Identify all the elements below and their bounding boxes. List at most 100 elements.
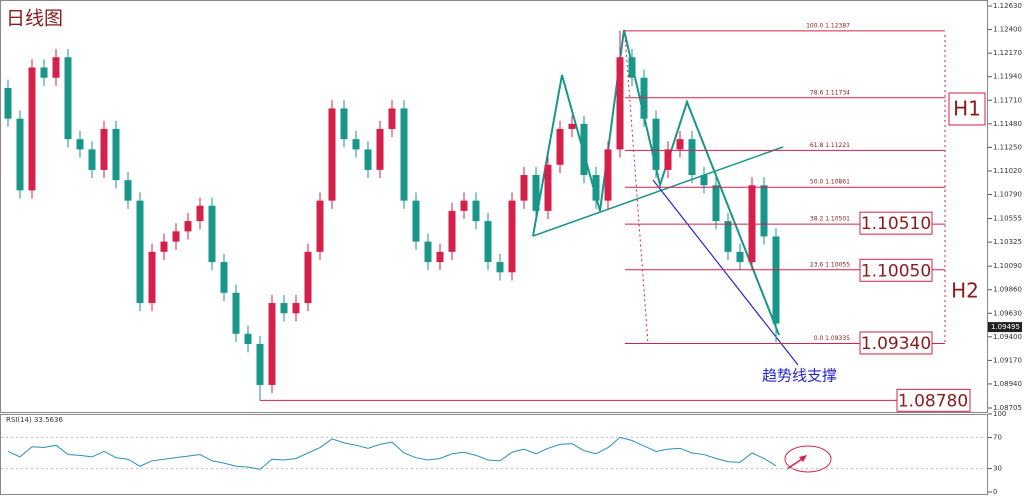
candle-body <box>580 123 588 176</box>
candle-body <box>208 205 216 263</box>
candle-body <box>100 128 108 170</box>
y-tick-label: 1.09630 <box>993 309 1022 317</box>
candle-body <box>124 180 132 201</box>
fib-label: 78.6 1.11734 <box>810 89 850 96</box>
h2-label: H2 <box>951 279 979 303</box>
y-tick-label: 1.10555 <box>993 215 1022 223</box>
candle-body <box>244 333 252 344</box>
candle-body <box>220 262 228 293</box>
price-box <box>859 331 933 355</box>
y-tick-label: 1.12400 <box>993 26 1022 34</box>
candle-body <box>460 200 468 211</box>
candle-body <box>508 200 516 273</box>
fib-label: 38.2 1.10501 <box>810 216 850 223</box>
pattern-base <box>532 146 784 237</box>
candle-body <box>760 185 768 237</box>
y-tick-label: 1.11020 <box>993 167 1022 175</box>
y-tick-label: 1.10090 <box>993 262 1022 270</box>
candle-body <box>436 251 444 263</box>
arrow-head <box>799 455 807 462</box>
candle-body <box>700 175 708 186</box>
candle-body <box>364 149 372 170</box>
pattern-line <box>532 29 780 336</box>
y-tick-label: 1.09170 <box>993 356 1022 364</box>
candle-body <box>340 108 348 140</box>
fib-label: 23.6 1.10055 <box>810 261 850 268</box>
candle-body <box>172 231 180 242</box>
y-tick-label: 1.08705 <box>993 404 1022 412</box>
candle-body <box>376 128 384 170</box>
candle-body <box>28 67 36 191</box>
trend-support-label: 趋势线支撑 <box>762 367 837 385</box>
candle-body <box>472 200 480 222</box>
y-tick-label: 1.09860 <box>993 286 1022 294</box>
trend-line <box>652 179 799 366</box>
rsi-title: RSI(14) 33.5636 <box>6 416 63 424</box>
candle-body <box>568 123 576 129</box>
candle-body <box>256 343 264 385</box>
candle-body <box>556 128 564 165</box>
y-tick-label: 30 <box>993 465 1002 473</box>
candle-body <box>52 57 60 78</box>
price-box <box>859 258 933 282</box>
candle-body <box>400 108 408 201</box>
candle-body <box>184 221 192 232</box>
h1-label: H1 <box>953 97 981 121</box>
price-panel <box>0 0 988 413</box>
candle-body <box>136 200 144 304</box>
candle-body <box>688 139 696 176</box>
price-box-label: 1.10050 <box>861 261 931 281</box>
y-tick-label: 1.12630 <box>993 2 1022 10</box>
y-tick-label: 0 <box>993 488 997 496</box>
candle-body <box>652 118 660 170</box>
candle-body <box>4 87 12 119</box>
candle-body <box>280 303 288 314</box>
candle-body <box>76 139 84 150</box>
candle-body <box>232 292 240 334</box>
candle-body <box>496 262 504 273</box>
candle-body <box>592 175 600 201</box>
current-price-label: 1.09495 <box>991 323 1020 331</box>
candle-body <box>16 118 24 191</box>
price-box-label: 1.09340 <box>861 334 931 354</box>
y-tick-label: 1.11250 <box>993 143 1022 151</box>
y-tick-label: 1.09400 <box>993 333 1022 341</box>
candle-body <box>544 164 552 211</box>
candle-body <box>388 108 396 129</box>
rsi-line <box>7 436 777 470</box>
y-tick-label: 1.11940 <box>993 73 1022 81</box>
y-tick-label: 1.10325 <box>993 238 1022 246</box>
y-tick-label: 1.10790 <box>993 190 1022 198</box>
candle-body <box>448 210 456 252</box>
candle-body <box>64 57 72 140</box>
fib-label: 0.0 1.09335 <box>814 335 850 342</box>
highlight-circle <box>784 445 832 473</box>
candle-body <box>88 149 96 170</box>
candle-body <box>664 149 672 170</box>
candle-body <box>40 67 48 78</box>
candle-body <box>316 200 324 252</box>
y-tick-label: 1.08940 <box>993 380 1022 388</box>
candle-body <box>304 251 312 304</box>
price-box-label: 1.08780 <box>898 391 968 411</box>
fib-label: 50.0 1.10861 <box>810 179 850 186</box>
candle-body <box>484 221 492 263</box>
y-tick-label: 1.11710 <box>993 96 1022 104</box>
candle-body <box>604 149 612 201</box>
candle-body <box>412 200 420 242</box>
candle-body <box>736 251 744 263</box>
fib-label: 61.8 1.11221 <box>810 142 850 149</box>
candle-body <box>772 236 780 324</box>
candle-body <box>292 303 300 314</box>
candle-body <box>268 303 276 385</box>
y-tick-label: 1.11480 <box>993 120 1022 128</box>
h1-box <box>948 92 986 126</box>
rsi-panel <box>0 414 988 495</box>
fib-label: 100.0 1.12387 <box>806 22 850 29</box>
candle-body <box>196 205 204 222</box>
candle-body <box>160 241 168 252</box>
y-tick-label: 70 <box>993 433 1002 441</box>
candle-body <box>712 185 720 222</box>
y-tick-label: 100 <box>993 410 1006 418</box>
